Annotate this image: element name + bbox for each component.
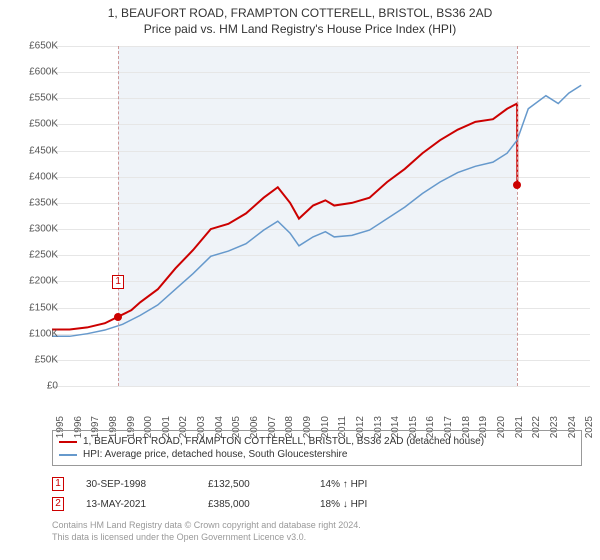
event-price: £132,500 xyxy=(208,479,298,490)
title-line-2: Price paid vs. HM Land Registry's House … xyxy=(10,22,590,36)
event-marker-box: 1 xyxy=(112,275,124,289)
event-row: 1 30-SEP-1998 £132,500 14% ↑ HPI xyxy=(52,474,582,494)
footer-line-1: Contains HM Land Registry data © Crown c… xyxy=(52,520,582,532)
y-tick-label: £350K xyxy=(29,197,58,208)
event-marker-icon: 1 xyxy=(52,477,64,491)
legend-label: HPI: Average price, detached house, Sout… xyxy=(83,449,347,460)
legend-swatch xyxy=(59,454,77,456)
legend-label: 1, BEAUFORT ROAD, FRAMPTON COTTERELL, BR… xyxy=(83,436,484,447)
event-dash-line xyxy=(517,46,518,386)
x-tick-label: 2025 xyxy=(584,416,595,438)
y-tick-label: £400K xyxy=(29,171,58,182)
title-line-1: 1, BEAUFORT ROAD, FRAMPTON COTTERELL, BR… xyxy=(10,6,590,20)
y-tick-label: £0 xyxy=(47,381,58,392)
event-date: 13-MAY-2021 xyxy=(86,499,186,510)
events-table: 1 30-SEP-1998 £132,500 14% ↑ HPI 2 13-MA… xyxy=(52,474,582,514)
legend-swatch xyxy=(59,441,77,443)
event-hpi: 18% ↓ HPI xyxy=(320,499,420,510)
event-row: 2 13-MAY-2021 £385,000 18% ↓ HPI xyxy=(52,494,582,514)
y-tick-label: £50K xyxy=(35,354,58,365)
event-price: £385,000 xyxy=(208,499,298,510)
legend-box: 1, BEAUFORT ROAD, FRAMPTON COTTERELL, BR… xyxy=(52,430,582,466)
legend-row: 1, BEAUFORT ROAD, FRAMPTON COTTERELL, BR… xyxy=(59,435,575,448)
footer-line-2: This data is licensed under the Open Gov… xyxy=(52,532,582,544)
event-date: 30-SEP-1998 xyxy=(86,479,186,490)
event-dash-line xyxy=(118,46,119,386)
y-tick-label: £200K xyxy=(29,276,58,287)
y-tick-label: £450K xyxy=(29,145,58,156)
y-tick-label: £300K xyxy=(29,224,58,235)
chart-title-block: 1, BEAUFORT ROAD, FRAMPTON COTTERELL, BR… xyxy=(0,0,600,38)
event-hpi: 14% ↑ HPI xyxy=(320,479,420,490)
footer-attribution: Contains HM Land Registry data © Crown c… xyxy=(52,520,582,543)
series-line-price_paid xyxy=(52,104,518,330)
series-line-hpi xyxy=(52,85,581,336)
line-series-svg xyxy=(52,46,590,386)
y-tick-label: £250K xyxy=(29,250,58,261)
y-tick-label: £150K xyxy=(29,302,58,313)
chart-area: 12 xyxy=(52,46,590,386)
event-dot xyxy=(114,313,122,321)
y-tick-label: £550K xyxy=(29,93,58,104)
y-tick-label: £500K xyxy=(29,119,58,130)
y-tick-label: £600K xyxy=(29,67,58,78)
y-tick-label: £650K xyxy=(29,41,58,52)
event-dot xyxy=(513,181,521,189)
legend-row: HPI: Average price, detached house, Sout… xyxy=(59,448,575,461)
event-marker-icon: 2 xyxy=(52,497,64,511)
y-tick-label: £100K xyxy=(29,328,58,339)
